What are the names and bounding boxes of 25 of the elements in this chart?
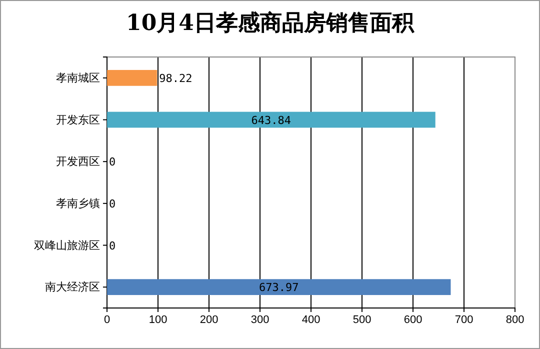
- y-tick-label: 双峰山旅游区: [34, 238, 100, 252]
- bar: [107, 112, 436, 128]
- x-tick-label: 100: [148, 314, 168, 326]
- bar: [107, 70, 158, 86]
- y-tick-label: 孝南城区: [56, 71, 100, 84]
- bar: [107, 279, 451, 296]
- data-label: 0: [109, 239, 116, 252]
- x-tick-label: 800: [506, 314, 524, 326]
- y-tick-label: 开发西区: [56, 156, 100, 168]
- x-tick-label: 0: [104, 314, 110, 326]
- data-label: 98.22: [159, 72, 192, 85]
- data-label: 673.97: [258, 281, 299, 294]
- x-tick-label: 600: [404, 314, 422, 326]
- x-tick-label: 200: [200, 314, 218, 326]
- data-label: 0: [109, 197, 116, 210]
- data-label: 0: [109, 156, 116, 169]
- x-tick-label: 500: [352, 314, 372, 326]
- y-tick-label: 开发东区: [56, 113, 100, 126]
- y-tick-label: 孝南乡镇: [56, 196, 100, 210]
- x-tick-label: 700: [454, 314, 474, 326]
- x-tick-label: 300: [250, 314, 270, 326]
- chart-title: 10月4日孝感商品房销售面积: [126, 10, 415, 36]
- data-label: 643.84: [251, 114, 292, 127]
- y-tick-label: 南大经济区: [45, 280, 100, 294]
- x-tick-label: 400: [302, 314, 320, 326]
